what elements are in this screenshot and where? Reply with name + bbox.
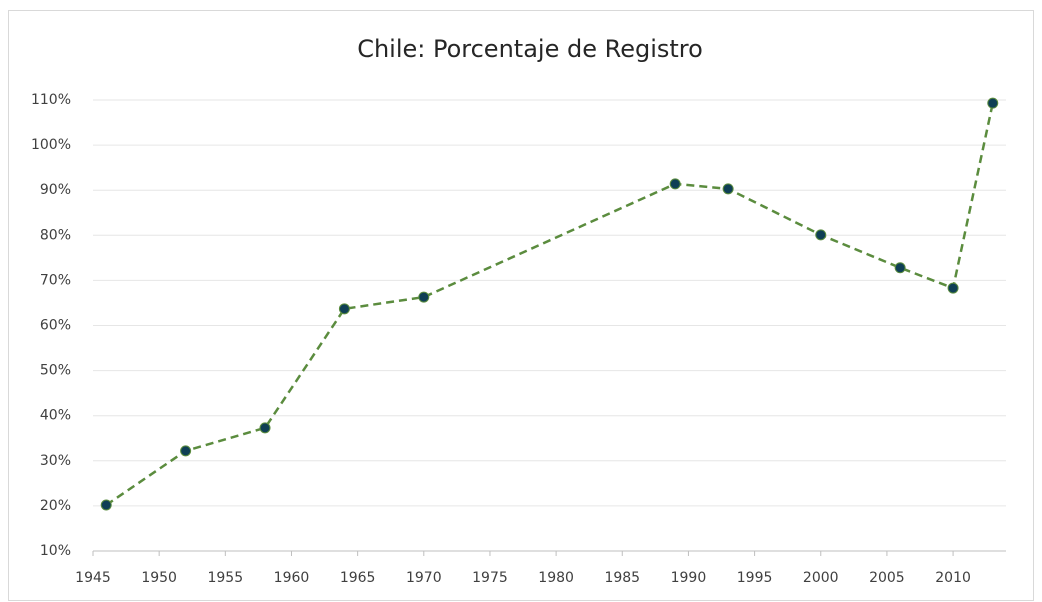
data-point	[418, 291, 430, 303]
y-tick-label: 100%	[31, 137, 71, 153]
data-point	[669, 178, 681, 190]
y-tick-label: 40%	[40, 408, 71, 424]
x-tick-label: 1950	[141, 570, 177, 586]
chart-frame	[8, 10, 1034, 601]
data-point	[815, 229, 827, 241]
x-tick-label: 1970	[406, 570, 442, 586]
x-tick-label: 1985	[604, 570, 640, 586]
y-tick-label: 70%	[40, 272, 71, 288]
y-tick-label: 90%	[40, 182, 71, 198]
y-tick-label: 110%	[31, 92, 71, 108]
data-point	[947, 282, 959, 294]
data-point	[338, 303, 350, 315]
y-tick-label: 20%	[40, 498, 71, 514]
x-tick-label: 1990	[671, 570, 707, 586]
data-point	[100, 499, 112, 511]
y-tick-label: 60%	[40, 318, 71, 334]
data-point	[722, 183, 734, 195]
data-point	[987, 97, 999, 109]
chart-title: Chile: Porcentaje de Registro	[357, 35, 703, 63]
x-tick-label: 1945	[75, 570, 111, 586]
x-tick-label: 1955	[207, 570, 243, 586]
y-tick-label: 10%	[40, 543, 71, 559]
y-tick-label: 80%	[40, 227, 71, 243]
y-tick-label: 50%	[40, 363, 71, 379]
data-point	[180, 445, 192, 457]
x-tick-label: 1995	[737, 570, 773, 586]
x-tick-label: 1975	[472, 570, 508, 586]
y-tick-label: 30%	[40, 453, 71, 469]
x-tick-label: 2010	[935, 570, 971, 586]
x-tick-label: 2005	[869, 570, 905, 586]
x-tick-label: 1980	[538, 570, 574, 586]
data-point	[259, 422, 271, 434]
x-tick-label: 1960	[274, 570, 310, 586]
x-tick-label: 2000	[803, 570, 839, 586]
data-point	[894, 262, 906, 274]
x-tick-label: 1965	[340, 570, 376, 586]
